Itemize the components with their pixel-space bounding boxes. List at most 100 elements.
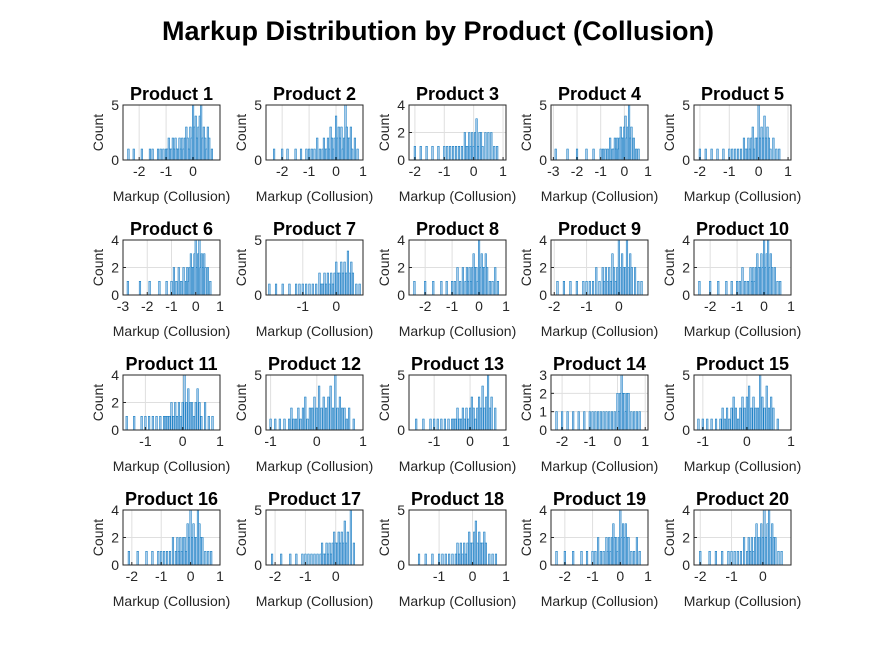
histogram-bar bbox=[324, 407, 328, 431]
histogram-bar bbox=[204, 551, 207, 566]
y-tick-label: 4 bbox=[397, 232, 405, 248]
subplot-title: Product 11 bbox=[125, 354, 217, 374]
histogram-bar bbox=[723, 418, 726, 431]
histogram-bar bbox=[580, 551, 583, 566]
histogram-bar bbox=[777, 551, 780, 566]
y-axis-label: Count bbox=[90, 384, 106, 421]
histogram-bar bbox=[721, 551, 724, 566]
histogram-bar bbox=[127, 148, 130, 161]
histogram-bar bbox=[295, 553, 298, 566]
histogram-bar bbox=[743, 407, 746, 431]
x-axis-label: Markup (Collusion) bbox=[541, 593, 658, 609]
histogram-bar bbox=[733, 551, 736, 566]
histogram-bar bbox=[555, 551, 558, 566]
histogram-bar bbox=[313, 396, 316, 431]
y-tick-label: 5 bbox=[254, 232, 262, 248]
histogram-bar bbox=[460, 146, 463, 161]
axes-box bbox=[408, 509, 507, 566]
histogram-bar bbox=[466, 542, 469, 566]
histogram-bar bbox=[627, 393, 630, 431]
histogram-bar bbox=[320, 407, 323, 431]
histogram-bar bbox=[331, 407, 335, 431]
histogram-bar bbox=[171, 537, 175, 566]
x-tick-label: -2 bbox=[126, 568, 139, 584]
histogram-bar bbox=[494, 267, 497, 296]
x-axis-label: Markup (Collusion) bbox=[399, 458, 516, 474]
y-tick-label: 0 bbox=[682, 152, 690, 168]
x-tick-label: -1 bbox=[165, 298, 178, 314]
histogram-bar bbox=[719, 418, 722, 431]
y-tick-label: 4 bbox=[397, 97, 405, 113]
histogram-bar bbox=[630, 411, 633, 431]
y-tick-label: 5 bbox=[254, 502, 262, 518]
histogram-bar bbox=[485, 396, 488, 431]
histogram-bar bbox=[494, 553, 498, 566]
histogram-bar bbox=[162, 416, 166, 431]
subplot-title: Product 14 bbox=[553, 354, 646, 374]
histogram-bar bbox=[308, 283, 311, 296]
histogram-bar bbox=[722, 148, 725, 161]
histogram-bar bbox=[773, 267, 776, 296]
subplot-title: Product 10 bbox=[696, 219, 789, 239]
subplot-title: Product 15 bbox=[696, 354, 789, 374]
histogram-bar bbox=[440, 418, 443, 431]
y-tick-label: 2 bbox=[397, 260, 405, 276]
histogram-bar bbox=[138, 281, 142, 296]
histogram-bar bbox=[633, 551, 636, 566]
histogram-bar bbox=[148, 148, 151, 161]
histogram-bar bbox=[599, 551, 602, 566]
histogram-bar bbox=[456, 267, 459, 296]
histogram-bar bbox=[313, 553, 316, 566]
histogram-bar bbox=[155, 416, 158, 431]
x-tick-label: -1 bbox=[139, 433, 152, 449]
histogram-bar bbox=[133, 416, 136, 431]
axes-box bbox=[265, 239, 364, 296]
x-axis-label: Markup (Collusion) bbox=[113, 188, 230, 204]
x-axis-label: Markup (Collusion) bbox=[113, 323, 230, 339]
x-tick-label: 0 bbox=[466, 433, 474, 449]
histogram-bar bbox=[443, 418, 446, 431]
x-tick-label: 1 bbox=[644, 568, 652, 584]
histogram-bar bbox=[494, 407, 497, 431]
histogram-bar bbox=[595, 267, 598, 296]
histogram-bar bbox=[775, 148, 778, 161]
histogram-bar bbox=[329, 385, 332, 431]
y-tick-label: 4 bbox=[111, 502, 119, 518]
histogram-bar bbox=[772, 407, 775, 431]
histogram-bar bbox=[621, 253, 624, 296]
histogram-bar bbox=[630, 267, 633, 296]
x-tick-label: -1 bbox=[697, 433, 710, 449]
y-tick-label: 0 bbox=[254, 152, 262, 168]
histogram-bar bbox=[151, 416, 154, 431]
subplot-product-20: -2 -1 0 0 2 4 Product 20 Markup (Collusion) Coun… bbox=[661, 489, 801, 609]
histogram-bar bbox=[454, 553, 457, 566]
histogram-bar bbox=[321, 283, 324, 296]
histogram-bar bbox=[632, 137, 635, 161]
subplot-product-14: -2 -1 0 1 0 1 2 3 Product 14 Markup (Collusion) Co… bbox=[518, 354, 658, 474]
histogram-bar bbox=[336, 272, 339, 296]
x-tick-label: 0 bbox=[332, 163, 340, 179]
histogram-bar bbox=[148, 416, 151, 431]
histogram-bar bbox=[602, 411, 605, 431]
histogram-bar bbox=[185, 402, 188, 431]
x-tick-label: -2 bbox=[548, 298, 561, 314]
subplot-product-17: -2 -1 0 0 5 Product 17 Markup (Collusion) Count bbox=[233, 489, 373, 609]
histogram-bar bbox=[181, 402, 184, 431]
histogram-bar bbox=[176, 416, 179, 431]
histogram-bar bbox=[493, 146, 496, 161]
subplot-title: Product 19 bbox=[553, 489, 646, 509]
subplot-title: Product 16 bbox=[125, 489, 218, 509]
y-tick-label: 0 bbox=[397, 287, 405, 303]
histogram-bar bbox=[601, 267, 604, 296]
histogram-bar bbox=[281, 283, 284, 296]
histogram-bar bbox=[734, 148, 737, 161]
histogram-bar bbox=[299, 148, 303, 161]
histogram-bar bbox=[706, 418, 709, 431]
histogram-bar bbox=[305, 148, 308, 161]
subplot-title: Product 3 bbox=[416, 84, 499, 104]
histogram-bar bbox=[490, 132, 493, 161]
histogram-bar bbox=[490, 396, 493, 431]
x-tick-label: 0 bbox=[332, 568, 340, 584]
x-axis-label: Markup (Collusion) bbox=[399, 323, 516, 339]
histogram-bar bbox=[151, 148, 154, 161]
